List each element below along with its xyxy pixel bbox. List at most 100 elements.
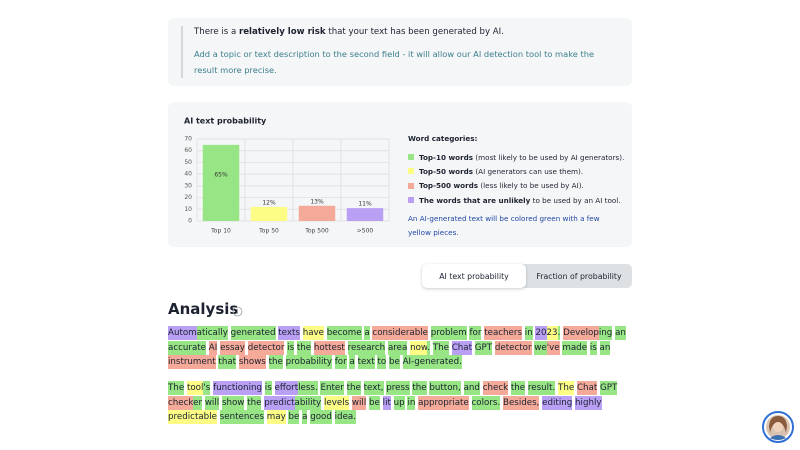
legend: Word categories: Top-10 words (most like… [408,134,624,240]
highlighted-token: GPT [600,381,618,395]
highlighted-token: accurate [168,340,207,355]
legend-desc: (less likely to be used by AI). [478,181,584,191]
data-label: 12% [262,199,276,206]
info-icon[interactable] [232,306,243,317]
highlighted-token: lit [382,395,391,410]
highlighted-token: button, [429,381,461,395]
highlighted-token: 20 [535,326,547,340]
highlighted-token: tool [186,381,204,395]
highlighted-token: Autom [168,326,197,340]
highlighted-token: up [393,395,405,410]
risk-alert: There is a relatively low risk that your… [168,18,632,86]
highlighted-token: 23 [546,326,558,340]
highlighted-token: a [302,410,308,425]
legend-text: Top-10 words (most likely to be used by … [419,153,624,162]
highlighted-token: essay [220,340,245,355]
data-label: 13% [310,198,324,205]
bar [250,206,288,221]
highlighted-token: the [346,381,361,395]
analysis-title: Analysis [168,300,239,318]
highlighted-token: press [386,381,410,395]
legend-desc: (AI generators can use them). [473,166,584,176]
highlighted-token: be [288,410,300,425]
highlighted-token: detector [494,340,532,355]
legend-swatch [408,154,414,161]
legend-label: The words that are unlikely [419,195,531,205]
legend-label: Top-10 words [419,152,474,162]
tab-active[interactable]: AI text probability [422,264,526,288]
highlighted-token: the [412,381,427,395]
bar [298,205,336,221]
highlighted-token: problem [430,326,467,340]
highlighted-token: check [168,395,194,410]
highlighted-token: predict [264,395,295,410]
y-tick-label: 10 [184,206,192,213]
highlighted-token: the [247,395,262,410]
highlighted-token: that [218,355,237,370]
highlighted-token: ing [598,326,613,340]
highlighted-token: Enter [320,381,344,395]
y-tick-label: 60 [184,147,192,154]
data-label: 11% [358,201,372,208]
legend-desc: to be used by an AI tool. [530,195,621,205]
highlighted-token: an [599,340,611,355]
highlighted-token: good [310,410,332,425]
bar [202,144,240,221]
highlighted-token: AI [402,355,412,370]
highlighted-token: . [427,340,431,355]
highlighted-token: The [168,381,185,395]
highlighted-token: made [562,340,588,355]
highlighted-token: colors. [471,395,501,410]
highlighted-token: to [377,355,387,370]
bar [346,208,384,221]
legend-item: Top-500 words (less likely to be used by… [408,179,624,193]
highlighted-token: editing [542,395,573,410]
legend-desc: (most likely to be used by AI generators… [473,152,625,162]
highlighted-token: the [510,381,526,395]
y-tick-label: 30 [184,182,192,189]
alert-text-part: There is a [194,27,239,37]
alert-border [181,26,183,78]
highlighted-token: instrument [168,355,216,370]
highlighted-token: an [615,326,626,340]
highlighted-token: teachers [484,326,523,340]
highlighted-token: now [410,340,428,355]
legend-text: Top-500 words (less likely to be used by… [419,181,584,190]
analysis-paragraph: Automatically generated texts have becom… [168,326,634,370]
legend-swatch [408,168,414,175]
chart-card: AI text probability 0 10 20 30 40 50 60 70 Top 1… [168,102,632,247]
highlighted-token: for [469,326,482,340]
y-tick-label: 70 [184,136,192,143]
y-tick-label: 50 [184,159,192,166]
highlighted-token: show [221,395,245,410]
chart-title: AI text probability [184,117,267,126]
highlighted-token: 's [203,381,211,395]
highlighted-token: predictable [168,410,217,425]
highlighted-token: The [558,381,575,395]
support-avatar[interactable] [762,411,794,443]
data-label: 65% [214,171,228,178]
highlighted-token: is [264,381,272,395]
highlighted-token: sentences [219,410,265,425]
highlighted-token: a [349,355,355,370]
highlighted-token: area [387,340,408,355]
highlighted-token: ability [294,395,322,410]
tab[interactable]: Fraction of probability [536,271,622,281]
analysis-paragraph: The tool's functioning is effortless. En… [168,381,634,425]
highlighted-token: will [204,395,220,410]
highlighted-token: be [369,395,380,410]
highlighted-token: the [268,355,283,370]
highlighted-token: shows [238,355,266,370]
chart: AI text probability 0 10 20 30 40 50 60 70 Top 1… [184,117,390,235]
highlighted-token: detector [247,340,285,355]
highlighted-token: the [296,340,312,355]
highlighted-token: in [407,395,416,410]
highlighted-token: have [302,326,325,340]
highlighted-token: Besides, [502,395,540,410]
highlighted-token: research [347,340,386,355]
highlighted-token: er [193,395,203,410]
legend-title: Word categories: [408,134,478,143]
tabs: AI text probability Fraction of probabil… [422,264,632,288]
highlighted-token: functioning [213,381,263,395]
